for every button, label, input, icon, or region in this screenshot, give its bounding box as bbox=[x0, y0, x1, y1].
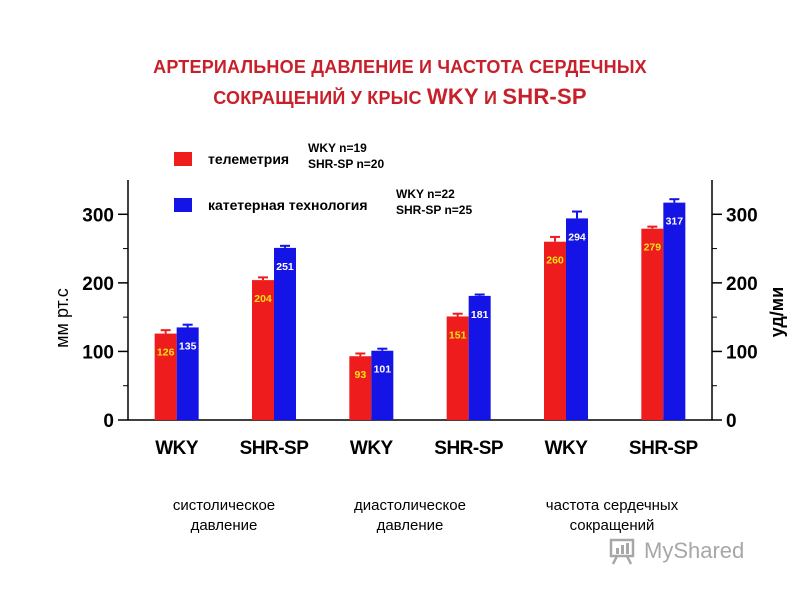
group-label-line: сокращений bbox=[569, 517, 655, 534]
x-tick-label: SHR-SP bbox=[240, 438, 310, 459]
group-label-line: давление bbox=[376, 517, 444, 534]
y-axis-label-right: уд/ми bbox=[767, 287, 787, 337]
chart-bars: 126 135 204 251 93 101 151 181 260 294 279 317 bbox=[154, 198, 686, 420]
title-line2-prefix: СОКРАЩЕНИЙ У КРЫС bbox=[213, 88, 427, 108]
group-label-line: частота сердечных bbox=[545, 497, 679, 514]
y-tick-label-left: 100 bbox=[82, 342, 114, 363]
bar-data-label: 279 bbox=[644, 242, 662, 254]
y-tick-label-left: 300 bbox=[82, 205, 114, 226]
group-label-line: давление bbox=[190, 517, 258, 534]
bar-data-label: 317 bbox=[666, 216, 684, 228]
bar bbox=[663, 202, 686, 420]
title-line1: АРТЕРИАЛЬНОЕ ДАВЛЕНИЕ И ЧАСТОТА СЕРДЕЧНЫ… bbox=[153, 57, 647, 77]
legend-label-telemetry: телеметрия bbox=[208, 151, 289, 167]
group-label-line: систолическое bbox=[172, 497, 276, 514]
x-tick-label: WKY bbox=[350, 438, 394, 459]
y-axis-label-left: мм рт.с bbox=[52, 288, 72, 348]
legend-label-catheter: катетерная технология bbox=[208, 197, 368, 213]
y-tick-label-left: 0 bbox=[103, 411, 114, 432]
y-tick-label-right: 300 bbox=[726, 205, 758, 226]
chart-legend: телеметрия WKY n=19 SHR-SP n=20 катетерная … bbox=[174, 141, 472, 217]
bar-data-label: 251 bbox=[276, 261, 294, 273]
title-shr: SHR-SP bbox=[502, 84, 587, 109]
x-tick-label: SHR-SP bbox=[629, 438, 699, 459]
bar-data-label: 260 bbox=[546, 255, 564, 267]
bar bbox=[544, 241, 566, 420]
y-tick-label-right: 100 bbox=[726, 342, 758, 363]
bar bbox=[641, 228, 664, 420]
bar-data-label: 204 bbox=[254, 293, 272, 305]
bar-data-label: 181 bbox=[471, 309, 489, 321]
y-tick-label-right: 0 bbox=[726, 411, 737, 432]
y-tick-label-left: 200 bbox=[82, 274, 114, 295]
legend-swatch-telemetry bbox=[174, 152, 192, 166]
bar bbox=[274, 247, 296, 420]
group-label-systolic: систолическое давление bbox=[134, 496, 314, 536]
x-tick-label: SHR-SP bbox=[434, 438, 504, 459]
legend-n-telemetry-wky: WKY n=19 bbox=[308, 141, 367, 155]
legend-swatch-catheter bbox=[174, 198, 192, 212]
watermark-text: MyShared bbox=[644, 538, 745, 563]
bar-data-label: 126 bbox=[157, 347, 175, 359]
bar-data-label: 93 bbox=[354, 369, 366, 381]
y-tick-label-right: 200 bbox=[726, 274, 758, 295]
group-label-diastolic: диастолическое давление bbox=[320, 496, 500, 536]
legend-n-telemetry-shr: SHR-SP n=20 bbox=[308, 157, 384, 171]
watermark: MyShared bbox=[608, 536, 744, 566]
legend-n-catheter-wky: WKY n=22 bbox=[396, 187, 455, 201]
x-tick-label: WKY bbox=[545, 438, 589, 459]
legend-n-catheter-shr: SHR-SP n=25 bbox=[396, 203, 472, 217]
x-tick-label: WKY bbox=[155, 438, 199, 459]
bar-data-label: 135 bbox=[179, 340, 197, 352]
bar bbox=[349, 356, 372, 420]
presentation-board-icon bbox=[609, 538, 635, 565]
bar-data-label: 101 bbox=[374, 364, 392, 376]
title-and: И bbox=[478, 88, 503, 108]
bar-data-label: 151 bbox=[449, 329, 467, 341]
bar bbox=[252, 280, 274, 420]
bar bbox=[566, 218, 588, 420]
title-wky: WKY bbox=[426, 84, 479, 109]
chart-title: АРТЕРИАЛЬНОЕ ДАВЛЕНИЕ И ЧАСТОТА СЕРДЕЧНЫ… bbox=[0, 52, 800, 113]
bar bbox=[154, 333, 177, 420]
group-label-line: диастолическое bbox=[354, 497, 466, 514]
group-label-heart-rate: частота сердечных сокращений bbox=[522, 496, 702, 536]
bar bbox=[468, 295, 491, 420]
bar bbox=[446, 316, 469, 420]
bar bbox=[371, 350, 394, 420]
chart-axes: 0 0 100 100 200 200 300 300 мм рт.с уд/ми WKY SHR-S… bbox=[52, 180, 787, 459]
bar-data-label: 294 bbox=[568, 231, 586, 243]
bar bbox=[176, 327, 199, 420]
